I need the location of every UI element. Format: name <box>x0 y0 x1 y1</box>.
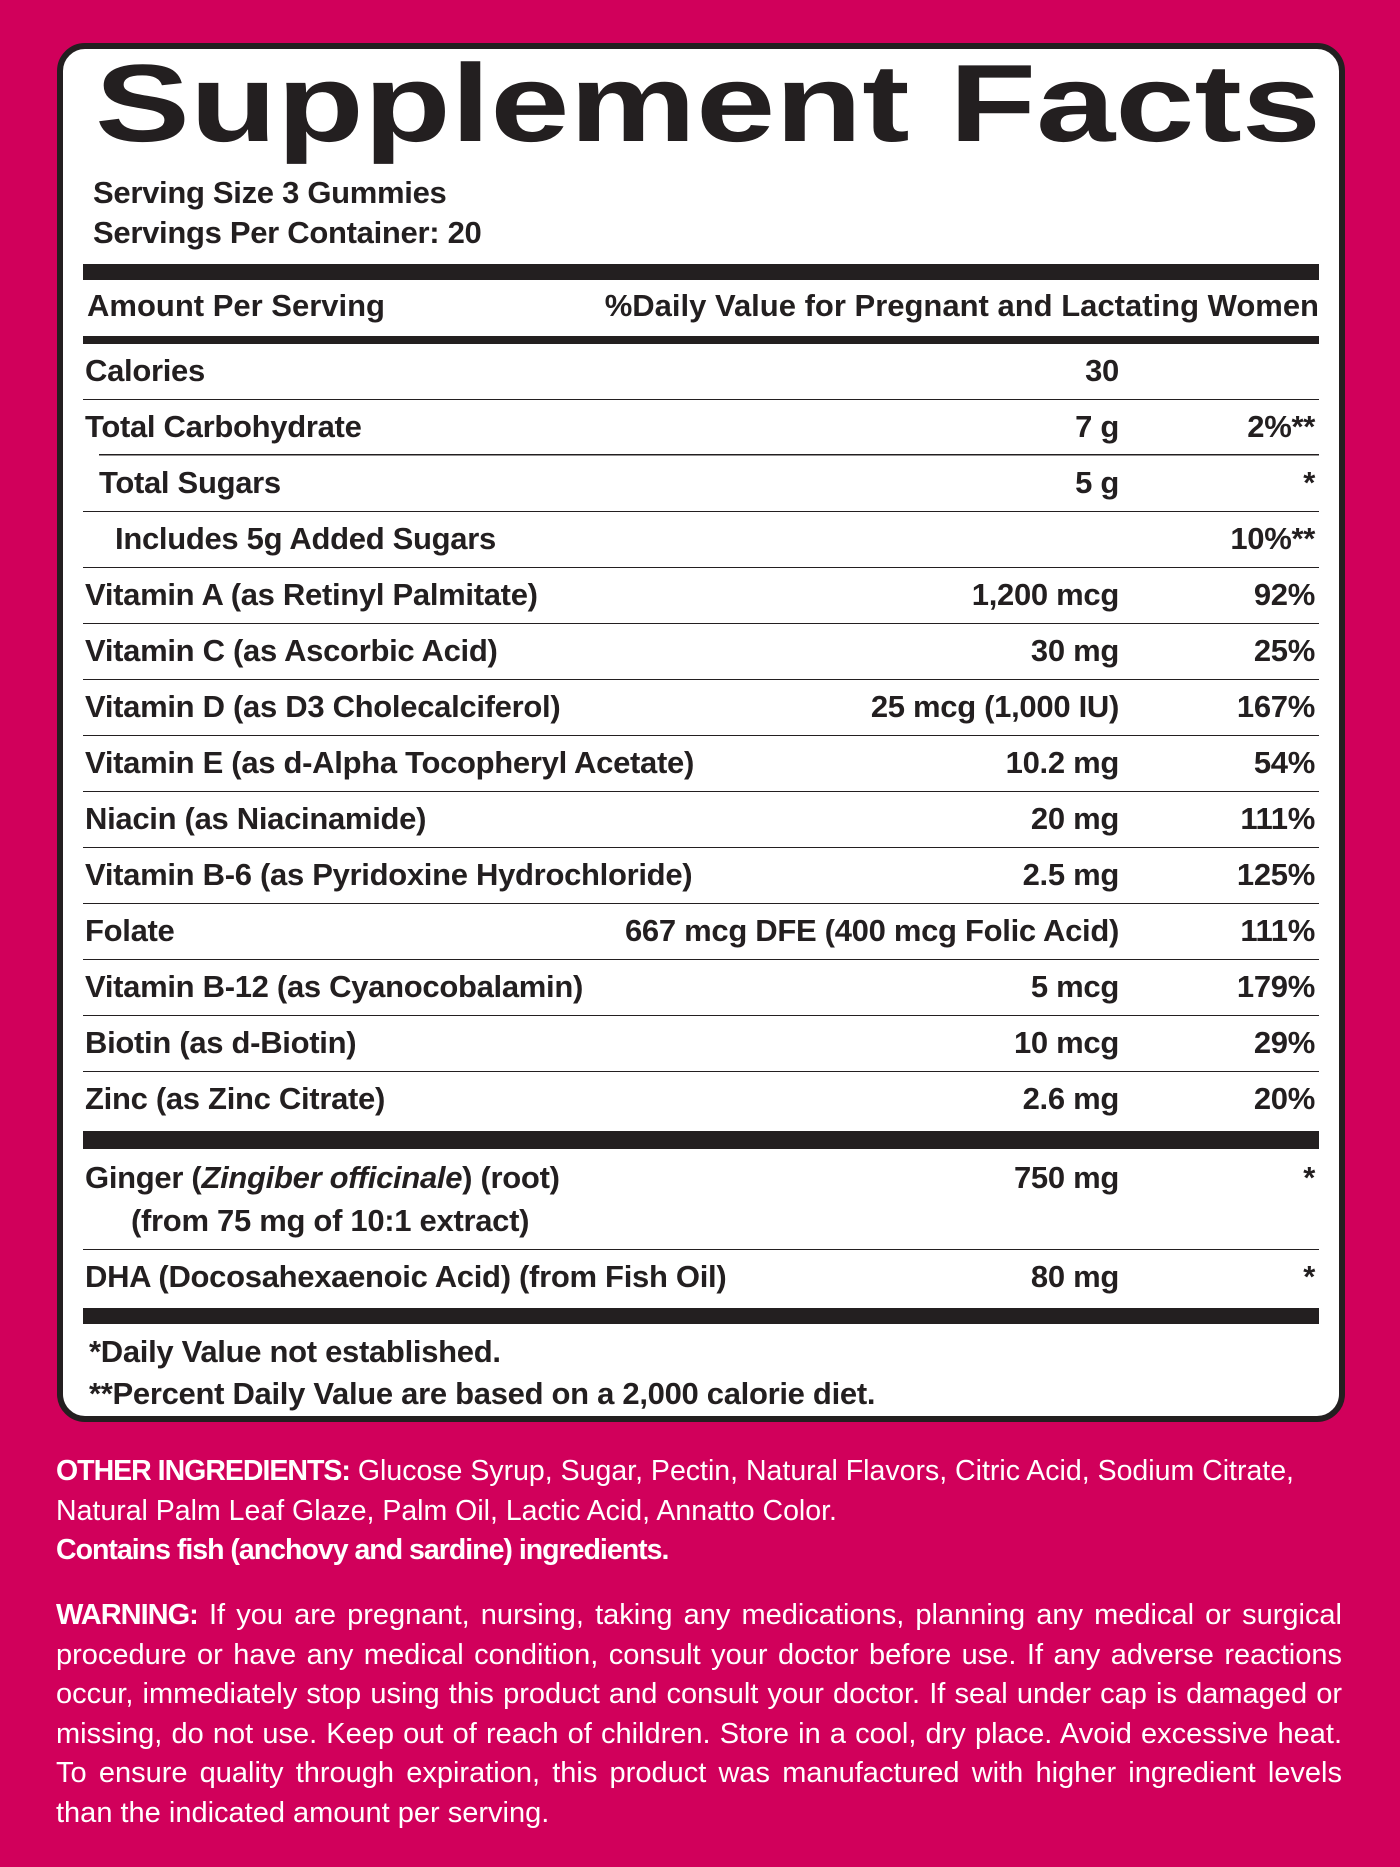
footnote: *Daily Value not established. <box>89 1334 501 1369</box>
nutrient-row: Niacin (as Niacinamide) 20 mg 111% <box>83 792 1319 848</box>
ingredient-name: Ginger (Zingiber officinale) (root) <box>85 1160 560 1196</box>
daily-value: 54% <box>1253 745 1315 780</box>
nutrient-name: Vitamin D (as D3 Cholecalciferol) <box>85 689 561 724</box>
medium-rule <box>83 336 1319 344</box>
nutrient-row: Biotin (as d-Biotin) 10 mcg 29% <box>83 1016 1319 1072</box>
nutrient-name: Vitamin B-12 (as Cyanocobalamin) <box>85 969 584 1004</box>
nutrient-row: Includes 5g Added Sugars 10%** <box>83 512 1319 568</box>
warning: WARNING: If you are pregnant, nursing, t… <box>56 1596 1342 1833</box>
nutrient-row: Total Sugars 5 g * <box>83 456 1319 512</box>
amount: 5 mcg <box>1030 969 1119 1004</box>
amount: 5 g <box>1075 465 1119 500</box>
amount: 30 mg <box>1030 633 1119 668</box>
nutrient-row: Total Carbohydrate 7 g 2%** <box>83 400 1319 456</box>
other-ingredients: OTHER INGREDIENTS: Glucose Syrup, Sugar,… <box>56 1452 1342 1571</box>
daily-value: 92% <box>1253 577 1315 612</box>
daily-value: 2%** <box>1247 409 1315 444</box>
amount: 2.6 mg <box>1022 1081 1120 1116</box>
amount: 2.5 mg <box>1022 857 1120 892</box>
nutrient-row: Vitamin D (as D3 Cholecalciferol) 25 mcg … <box>83 680 1319 736</box>
name-part: Zingiber officinale <box>201 1160 463 1195</box>
amount: 667 mcg DFE (400 mcg Folic Acid) <box>624 913 1119 948</box>
daily-value: * <box>1303 1160 1315 1195</box>
amount: 10 mcg <box>1013 1025 1119 1060</box>
daily-value: 29% <box>1253 1025 1315 1060</box>
daily-value: 179% <box>1236 969 1315 1004</box>
daily-value: 111% <box>1240 913 1315 948</box>
nutrient-name: Vitamin E (as d-Alpha Tocopheryl Acetate… <box>85 745 694 780</box>
nutrient-name: Calories <box>85 353 205 388</box>
title: Supplement Facts <box>95 49 1321 165</box>
nutrient-name: Niacin (as Niacinamide) <box>85 801 427 836</box>
ingredient-row: Ginger (Zingiber officinale) (root) (from… <box>83 1151 1319 1250</box>
allergen: Contains fish (anchovy and sardine) ingr… <box>56 1534 669 1566</box>
ingredient-row: DHA (Docosahexaenoic Acid) (from Fish Oi… <box>83 1250 1319 1305</box>
facts-panel: Supplement Facts Serving Size 3 Gummies … <box>57 43 1345 1422</box>
amount: 30 <box>1085 353 1119 388</box>
other-rows: Ginger (Zingiber officinale) (root) (from… <box>83 1151 1319 1305</box>
ingredient-note: (from 75 mg of 10:1 extract) <box>131 1203 530 1238</box>
amount: 10.2 mg <box>1005 745 1120 780</box>
daily-value: 111% <box>1240 801 1315 836</box>
thick-rule <box>83 264 1319 280</box>
daily-value: 10%** <box>1230 521 1315 556</box>
nutrient-name: Total Sugars <box>99 465 281 500</box>
nutrient-row: Folate 667 mcg DFE (400 mcg Folic Acid) 11… <box>83 904 1319 960</box>
nutrient-name: Vitamin A (as Retinyl Palmitate) <box>85 577 538 612</box>
serving-size: Serving Size 3 Gummies <box>93 175 447 210</box>
nutrient-rows: Calories 30 Total Carbohydrate 7 g 2%** Total… <box>83 344 1319 1127</box>
nutrient-name: Vitamin C (as Ascorbic Acid) <box>85 633 498 668</box>
column-header: %Daily Value for Pregnant and Lactating … <box>604 288 1319 323</box>
nutrient-name: Vitamin B-6 (as Pyridoxine Hydrochloride… <box>85 857 693 892</box>
daily-value: * <box>1303 465 1315 500</box>
name-part: DHA (Docosahexaenoic Acid) (from Fish Oi… <box>85 1259 727 1294</box>
nutrient-row: Zinc (as Zinc Citrate) 2.6 mg 20% <box>83 1072 1319 1127</box>
column-header: Amount Per Serving <box>87 288 385 323</box>
nutrient-row: Vitamin E (as d-Alpha Tocopheryl Acetate… <box>83 736 1319 792</box>
warning-text: If you are pregnant, nursing, taking any… <box>56 1599 1342 1829</box>
daily-value: 125% <box>1236 857 1315 892</box>
thick-rule <box>83 1131 1319 1149</box>
amount: 750 mg <box>1013 1160 1119 1195</box>
other-ingredients-text: Glucose Syrup, Sugar, Pectin, Natural Fl… <box>56 1455 1294 1527</box>
daily-value: 20% <box>1253 1081 1315 1116</box>
nutrient-row: Vitamin A (as Retinyl Palmitate) 1,200 mc… <box>83 568 1319 624</box>
amount: 1,200 mcg <box>971 577 1120 612</box>
daily-value: * <box>1303 1259 1315 1294</box>
warning-label: WARNING: <box>56 1599 199 1631</box>
nutrient-row: Vitamin B-6 (as Pyridoxine Hydrochloride… <box>83 848 1319 904</box>
thick-rule <box>83 1308 1319 1324</box>
nutrient-row: Vitamin C (as Ascorbic Acid) 30 mg 25% <box>83 624 1319 680</box>
ingredient-name: DHA (Docosahexaenoic Acid) (from Fish Oi… <box>85 1259 727 1295</box>
name-part: Ginger ( <box>85 1160 202 1195</box>
name-part: ) (root) <box>462 1160 560 1195</box>
title-svg: Supplement Facts <box>95 49 1321 165</box>
amount: 20 mg <box>1030 801 1119 836</box>
nutrient-name: Includes 5g Added Sugars <box>115 521 496 556</box>
amount: 80 mg <box>1030 1259 1119 1294</box>
nutrient-row: Vitamin B-12 (as Cyanocobalamin) 5 mcg 179… <box>83 960 1319 1016</box>
nutrient-row: Calories 30 <box>83 344 1319 400</box>
other-ingredients-label: OTHER INGREDIENTS: <box>56 1455 351 1487</box>
servings-per-container: Servings Per Container: 20 <box>93 215 482 250</box>
amount: 7 g <box>1075 409 1119 444</box>
daily-value: 167% <box>1236 689 1315 724</box>
nutrient-name: Biotin (as d-Biotin) <box>85 1025 357 1060</box>
daily-value: 25% <box>1253 633 1315 668</box>
nutrient-name: Total Carbohydrate <box>85 409 362 444</box>
footnote: **Percent Daily Value are based on a 2,0… <box>89 1376 876 1411</box>
nutrient-name: Zinc (as Zinc Citrate) <box>85 1081 386 1116</box>
amount: 25 mcg (1,000 IU) <box>870 689 1119 724</box>
nutrient-name: Folate <box>85 913 175 948</box>
